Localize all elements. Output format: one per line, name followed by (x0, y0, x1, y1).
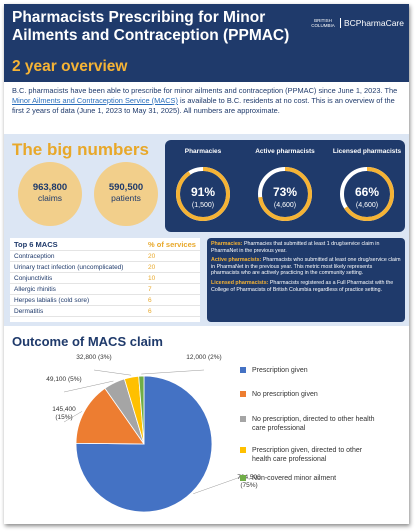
leader-line (63, 380, 114, 393)
stat-circle: 590,500 patients (94, 162, 158, 226)
stat-label: patients (111, 193, 141, 203)
legend-item: Non-covered minor ailment (240, 474, 382, 483)
legend-item: Prescription given, directed to other he… (240, 446, 382, 464)
cell: Allergic rhinitis (14, 285, 56, 293)
legend-swatch (240, 367, 246, 373)
logo-province: BRITISH COLUMBIA (311, 18, 335, 28)
ring-value: 66% (355, 185, 379, 199)
data-label: 12,000 (2%) (186, 354, 222, 361)
legend-swatch (240, 447, 246, 453)
table-row: Urinary tract infection (uncomplicated) 2… (10, 262, 200, 273)
cell: 6 (148, 307, 152, 315)
legend-swatch (240, 391, 246, 397)
table-row: Herpes labialis (cold sore) 6 (10, 295, 200, 306)
intro: B.C. pharmacists have been able to presc… (12, 86, 404, 116)
ring-value: 73% (273, 185, 297, 199)
stat-circle: 963,800 claims (18, 162, 82, 226)
definition-term: Pharmacies: (211, 241, 243, 247)
link[interactable]: Minor Ailments and Contraception Service… (12, 96, 178, 105)
ring-value: 91% (191, 185, 215, 199)
chart-title: Outcome of MACS claim (12, 334, 163, 349)
pie-chart (63, 369, 244, 513)
legend-label: Prescription given (252, 367, 308, 374)
table: Top 6 MACS% of services Contraception 20 Ur… (10, 238, 200, 322)
table-row: Allergic rhinitis 7 (10, 284, 200, 295)
definition-term: Active pharmacists: (211, 257, 262, 264)
rings: Pharmacies 91% (1,500) Active pharmacists 73… (176, 148, 402, 221)
ring-count: (1,500) (192, 202, 214, 209)
cell: 10 (148, 274, 156, 282)
ring-label: Active pharmacists (255, 148, 315, 155)
legend-label: No prescription, directed to other healt… (252, 416, 375, 432)
ring-label: Licensed pharmacists (333, 148, 402, 155)
definition-term: Licensed pharmacists: (211, 279, 269, 286)
legend-item: Prescription given (240, 366, 382, 375)
legend-swatch (240, 416, 246, 422)
legend-label: Non-covered minor ailment (252, 475, 337, 482)
definition: Licensed pharmacists: Pharmacists regist… (211, 280, 401, 293)
leader-line (141, 369, 205, 375)
header-cell: % of services (148, 239, 196, 249)
stat-label: claims (37, 193, 63, 203)
table-row: Conjunctivitis 10 (10, 273, 200, 284)
ring-count: (4,600) (274, 202, 296, 209)
header (4, 4, 409, 82)
data-label: 32,800 (3%) (76, 354, 112, 361)
cell: Contraception (14, 252, 55, 260)
legend-item: No prescription given (240, 390, 382, 399)
rings-panel (165, 140, 405, 232)
ring-arc (344, 167, 394, 221)
cell: Dermatitis (14, 307, 44, 315)
intro-text: is available to B.C. residents at no cos… (12, 96, 395, 115)
title: Pharmacists Prescribing for Minor Ailmen… (12, 9, 290, 44)
cell: 20 (148, 252, 156, 260)
ring-arc (258, 167, 312, 221)
leader-line (63, 411, 83, 423)
stat-value: 963,800 (32, 182, 68, 193)
leader-line (93, 369, 132, 376)
definition-text: Pharmacies that submitted at least 1 dru… (211, 241, 380, 254)
intro-text: B.C. pharmacists have been able to presc… (12, 86, 398, 95)
cell: 7 (148, 285, 152, 293)
legend-label: Prescription given, directed to other he… (252, 447, 363, 463)
data-label: 145,400 (15%) (52, 406, 76, 421)
data-label: 49,100 (5%) (46, 376, 82, 383)
definition-text: Pharmacists registered as a Full Pharmac… (211, 279, 394, 293)
cell: Conjunctivitis (14, 274, 53, 282)
definition: Active pharmacists: Pharmacists who subm… (211, 257, 401, 277)
logo-program: BCPharmaCare (340, 18, 404, 28)
data-label: 724,500 (75%) (237, 474, 261, 489)
definition-text: Pharmacists who submitted at least one d… (211, 257, 401, 277)
table-header: Top 6 MACS % of services (10, 238, 200, 251)
legend-swatch (240, 475, 246, 481)
subtitle: 2 year overview (12, 58, 128, 75)
ring-count: (4,600) (356, 202, 378, 209)
definition: Pharmacies: Pharmacies that submitted at… (211, 241, 401, 254)
cell: 20 (148, 263, 156, 271)
ring-label: Pharmacies (185, 148, 222, 155)
ring-arc (176, 167, 230, 221)
cell: Urinary tract infection (uncomplicated) (14, 263, 124, 271)
table-row: Contraception 20 (10, 251, 200, 262)
infographic: Pharmacists Prescribing for Minor Ailmen… (4, 4, 409, 524)
section-title: The big numbers (12, 140, 149, 159)
table-row: Dermatitis 6 (10, 306, 200, 317)
pie-slice (138, 375, 145, 445)
header-cell: Top 6 MACS (14, 239, 58, 249)
leader-line (193, 475, 244, 494)
cell: Herpes labialis (cold sore) (14, 296, 90, 304)
legend-item: No prescription, directed to other healt… (240, 415, 382, 433)
pie-slice (75, 387, 145, 445)
pie-slice (75, 375, 213, 513)
stat-value: 590,500 (108, 182, 144, 193)
definitions: Pharmacies: Pharmacies that submitted at… (207, 238, 405, 322)
legend-label: No prescription given (252, 391, 318, 398)
cell: 6 (148, 296, 152, 304)
